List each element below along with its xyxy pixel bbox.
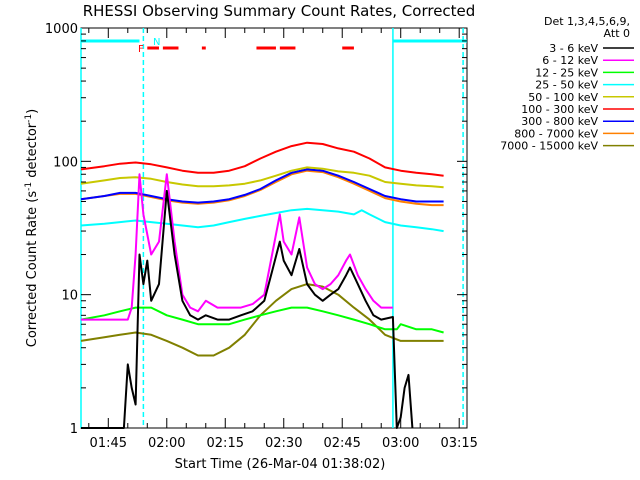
x-tick-label-6: 03:15 bbox=[440, 436, 477, 451]
x-tick-label-5: 03:00 bbox=[382, 436, 419, 451]
legend-label-5: 100 - 300 keV bbox=[521, 103, 598, 116]
x-axis: 01:45 02:00 02:15 02:30 02:45 03:00 03:15 bbox=[88, 28, 478, 451]
legend-header-line1: Det 1,3,4,5,6,9, bbox=[544, 15, 630, 28]
x-tick-label-2: 02:15 bbox=[207, 436, 244, 451]
event-marker-n: N bbox=[153, 37, 160, 48]
series-line-5 bbox=[80, 141, 444, 177]
x-tick-label-3: 02:30 bbox=[265, 436, 302, 451]
flag-bars bbox=[81, 39, 467, 50]
legend-label-6: 300 - 800 keV bbox=[521, 115, 598, 128]
y-axis: 1 10 100 1000 bbox=[45, 22, 467, 437]
x-tick-label-0: 01:45 bbox=[90, 436, 127, 451]
series-line-6 bbox=[80, 168, 444, 204]
series-line-2 bbox=[80, 306, 444, 334]
y-axis-label: Corrected Count Rate (s-1 detector-1) bbox=[24, 109, 40, 347]
plot-frame bbox=[80, 27, 468, 429]
legend-header-line2: Att 0 bbox=[604, 27, 630, 40]
series-line-3 bbox=[80, 207, 444, 233]
y-tick-label-0: 1 bbox=[70, 422, 78, 437]
chart-title: RHESSI Observing Summary Count Rates, Co… bbox=[83, 2, 476, 20]
x-tick-label-4: 02:45 bbox=[323, 436, 360, 451]
series-line-8 bbox=[80, 283, 444, 357]
series-line-0 bbox=[81, 189, 414, 429]
legend-label-4: 50 - 100 keV bbox=[528, 91, 598, 104]
event-marker-f: F bbox=[138, 44, 144, 55]
legend-label-0: 3 - 6 keV bbox=[549, 42, 598, 55]
legend-label-7: 800 - 7000 keV bbox=[514, 127, 598, 140]
series-line-1 bbox=[81, 173, 393, 321]
vertical-markers bbox=[80, 28, 464, 428]
series-line-4 bbox=[80, 166, 444, 189]
series-group bbox=[80, 141, 444, 429]
legend-label-1: 6 - 12 keV bbox=[542, 54, 598, 67]
x-axis-label: Start Time (26-Mar-04 01:38:02) bbox=[175, 457, 386, 472]
y-tick-label-1: 10 bbox=[61, 289, 78, 304]
y-tick-label-2: 100 bbox=[53, 155, 78, 170]
legend-label-2: 12 - 25 keV bbox=[535, 66, 598, 79]
x-tick-label-1: 02:00 bbox=[148, 436, 185, 451]
legend-label-3: 25 - 50 keV bbox=[535, 79, 598, 92]
legend-label-8: 7000 - 15000 keV bbox=[500, 140, 598, 153]
y-tick-label-3: 1000 bbox=[45, 22, 78, 37]
